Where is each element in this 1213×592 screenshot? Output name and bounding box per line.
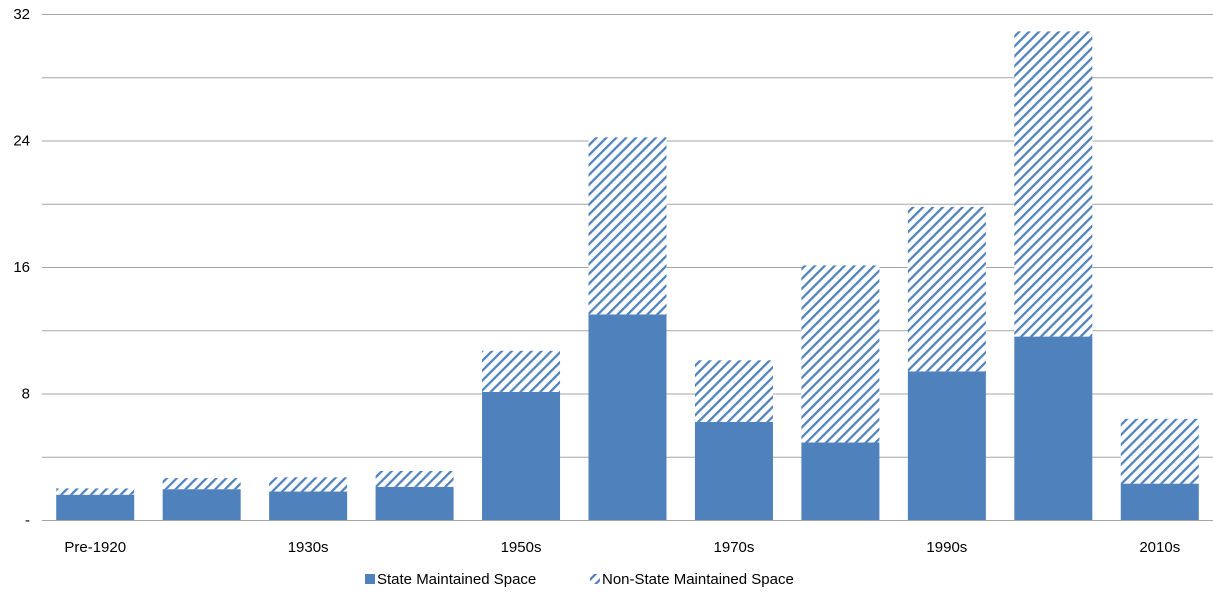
x-tick-label: 1990s: [926, 539, 967, 556]
x-tick-label: 1950s: [501, 539, 542, 556]
legend-swatch-non-state: [590, 574, 600, 584]
x-tick-label: 1930s: [288, 539, 329, 556]
x-tick-label: 1970s: [714, 539, 755, 556]
x-axis-tick-labels: Pre-1920 1930s 1950s 1970s 1990s 2010s: [64, 539, 1180, 556]
bar-state-maintained: [907, 371, 986, 520]
bar-state-maintained: [162, 489, 241, 520]
x-tick-label: Pre-1920: [64, 539, 126, 556]
bar-state-maintained: [56, 494, 135, 520]
bar-non-state-maintained: [269, 477, 348, 492]
bar-state-maintained: [588, 314, 667, 520]
bar-state-maintained: [694, 421, 773, 520]
legend-swatch-state: [365, 574, 375, 584]
y-tick-label: -: [25, 512, 30, 529]
bar-state-maintained: [375, 486, 454, 520]
bar-state-maintained: [801, 442, 880, 520]
bar-non-state-maintained: [375, 470, 454, 487]
bar-non-state-maintained: [801, 265, 880, 443]
x-tick-label: 2010s: [1139, 539, 1180, 556]
bars: [56, 31, 1199, 520]
bar-non-state-maintained: [162, 478, 241, 490]
y-tick-label: 8: [22, 386, 30, 403]
y-tick-label: 24: [13, 133, 30, 150]
bar-non-state-maintained: [482, 350, 561, 392]
y-tick-label: 16: [13, 259, 30, 276]
bar-non-state-maintained: [1014, 31, 1093, 337]
legend-label-state: State Maintained Space: [377, 571, 536, 588]
bar-non-state-maintained: [694, 360, 773, 422]
bar-state-maintained: [482, 391, 561, 520]
y-tick-label: 32: [13, 6, 30, 23]
legend: State Maintained Space Non-State Maintain…: [365, 571, 794, 588]
bar-non-state-maintained: [56, 488, 135, 495]
bar-non-state-maintained: [1120, 418, 1199, 484]
bar-non-state-maintained: [907, 206, 986, 372]
legend-label-non-state: Non-State Maintained Space: [602, 571, 794, 588]
bar-non-state-maintained: [588, 137, 667, 315]
y-axis-tick-labels: - 8 16 24 32: [13, 6, 30, 529]
bar-state-maintained: [1120, 483, 1199, 520]
bar-state-maintained: [1014, 336, 1093, 520]
bar-state-maintained: [269, 491, 348, 520]
